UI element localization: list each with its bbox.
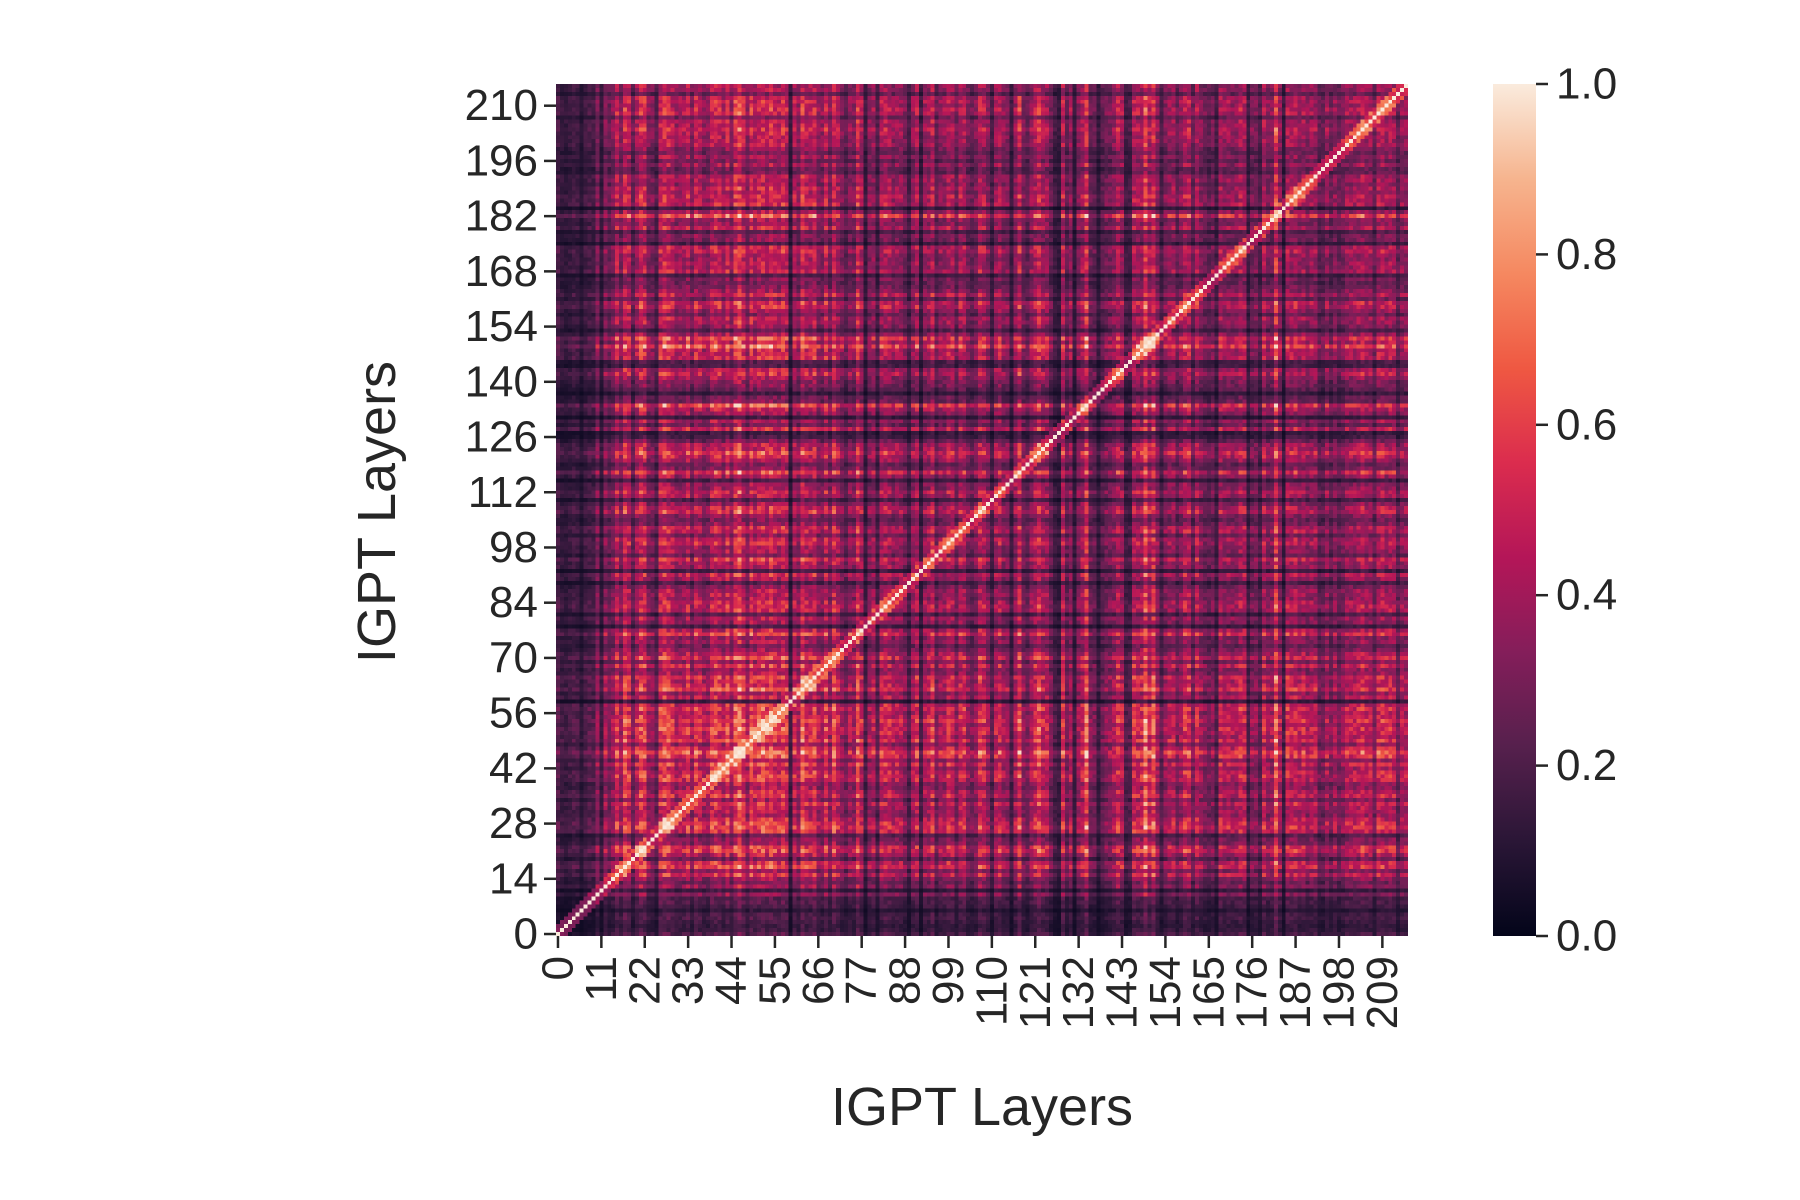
y-tick-label: 182 (465, 192, 538, 241)
y-tick-label: 42 (489, 744, 538, 793)
x-tick-label: 154 (1141, 956, 1190, 1029)
colorbar-tick-label: 0.4 (1556, 571, 1617, 620)
x-tick-label: 132 (1054, 956, 1103, 1029)
x-tick-label: 22 (620, 956, 669, 1005)
y-tick-label: 210 (465, 81, 538, 130)
heatmap-cells (556, 84, 1408, 936)
y-tick-label: 126 (465, 413, 538, 462)
colorbar-tick-label: 0.2 (1556, 741, 1617, 790)
x-axis: 0112233445566778899110121132143154165176… (533, 936, 1407, 1029)
y-tick-label: 168 (465, 247, 538, 296)
colorbar-ticks: 0.0 0.2 0.4 0.6 0.8 1.0 (1536, 60, 1617, 961)
x-tick-label: 99 (924, 956, 973, 1005)
y-tick-label: 0 (514, 910, 538, 959)
colorbar-gradient (1493, 84, 1536, 936)
colorbar-tick-label: 0.8 (1556, 230, 1617, 279)
x-tick-label: 187 (1271, 956, 1320, 1029)
colorbar-tick-label: 0.6 (1556, 400, 1617, 449)
heatmap-plot-area (556, 84, 1408, 936)
x-tick-label: 55 (750, 956, 799, 1005)
y-tick-label: 28 (489, 799, 538, 848)
x-tick-label: 165 (1184, 956, 1233, 1029)
y-tick-label: 112 (468, 468, 538, 517)
y-axis-title: IGPT Layers (347, 361, 407, 663)
colorbar-tick-label: 1.0 (1556, 60, 1617, 109)
x-tick-label: 176 (1228, 956, 1277, 1029)
x-tick-label: 77 (837, 956, 886, 1005)
colorbar: 0.0 0.2 0.4 0.6 0.8 1.0 (1493, 60, 1617, 961)
y-axis: 0 14 28 42 56 70 84 98 112 126 140 154 168 182 196 210 (465, 81, 556, 959)
x-tick-label: 33 (664, 956, 713, 1005)
y-tick-label: 14 (489, 854, 538, 903)
x-tick-label: 0 (533, 956, 582, 980)
x-tick-label: 44 (707, 956, 756, 1005)
y-tick-label: 70 (489, 633, 538, 682)
x-tick-label: 209 (1358, 956, 1407, 1029)
x-tick-label: 88 (881, 956, 930, 1005)
y-tick-label: 98 (489, 523, 538, 572)
y-tick-label: 140 (465, 357, 538, 406)
x-tick-label: 66 (794, 956, 843, 1005)
y-tick-label: 196 (465, 136, 538, 185)
x-tick-label: 143 (1098, 956, 1147, 1029)
y-tick-label: 154 (465, 302, 538, 351)
x-tick-label: 110 (967, 956, 1016, 1026)
y-tick-label: 56 (489, 689, 538, 738)
x-tick-label: 198 (1314, 956, 1363, 1029)
x-tick-label: 11 (577, 956, 626, 1002)
x-axis-title: IGPT Layers (831, 1077, 1133, 1137)
y-tick-label: 84 (489, 578, 538, 627)
colorbar-tick-label: 0.0 (1556, 912, 1617, 961)
x-tick-label: 121 (1011, 956, 1060, 1029)
